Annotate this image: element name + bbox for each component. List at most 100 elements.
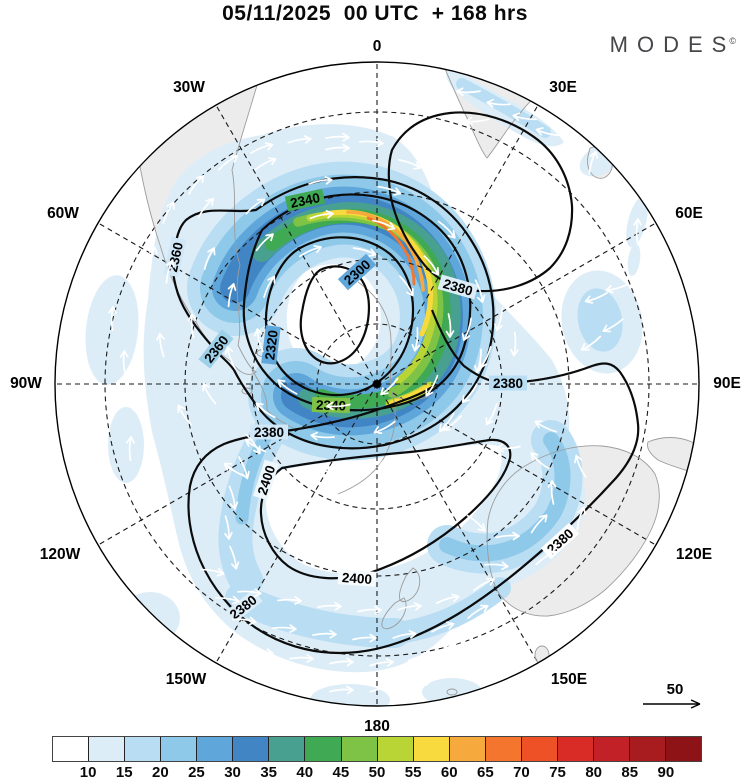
colorbar-cell xyxy=(485,737,522,761)
wind-arrow-icon xyxy=(105,396,115,421)
wind-arrow-icon xyxy=(245,198,266,215)
meridian-label-90E: 90E xyxy=(713,375,741,392)
contour-label-text: 2340 xyxy=(316,397,347,413)
wind-arrow-icon xyxy=(308,465,333,475)
wind-arrow-icon xyxy=(232,616,257,626)
colorbar-cell xyxy=(233,737,270,761)
wind-arrow-icon xyxy=(165,259,175,284)
colorbar-tick-label: 25 xyxy=(188,764,205,781)
wind-arrow-icon xyxy=(372,219,396,231)
wind-arrow-icon xyxy=(392,630,417,639)
wind-arrow-icon xyxy=(289,682,314,691)
meridian-label-0: 0 xyxy=(372,38,382,55)
wind-arrow-icon xyxy=(116,533,127,558)
wind-arrow-icon xyxy=(108,306,117,331)
wind-arrow-icon xyxy=(432,460,453,478)
wind-arrow-icon xyxy=(535,127,560,137)
wind-arrow-icon xyxy=(472,577,495,592)
colorbar-tick-label: 60 xyxy=(440,764,458,781)
wind-arrow-icon xyxy=(373,420,396,434)
wind-arrow-icon xyxy=(299,244,322,258)
wind-arrow-icon xyxy=(197,197,214,218)
wind-arrow-icon xyxy=(456,87,481,97)
wind-arrow-icon xyxy=(510,331,519,357)
wind-arrow-icon xyxy=(187,313,197,339)
wind-arrow-icon xyxy=(329,685,354,695)
contour-label-text: 2320 xyxy=(262,329,281,361)
contour-label: 2340 xyxy=(311,396,351,414)
colorbar-cell xyxy=(53,737,90,761)
wind-arrow-icon xyxy=(465,116,490,126)
wind-arrow-icon xyxy=(289,654,314,663)
contour-label-text: 2380 xyxy=(493,376,523,391)
wind-arrow-icon xyxy=(215,595,240,605)
wind-arrow-icon xyxy=(238,456,250,480)
contour-label-bg xyxy=(223,589,263,625)
colorbar-cell xyxy=(630,737,667,761)
wind-arrow-icon xyxy=(534,420,557,433)
colorbar-cell xyxy=(341,737,378,761)
vector-reference-value: 50 xyxy=(667,681,684,698)
contour-label: 2320 xyxy=(261,325,281,365)
antarctic-coastline xyxy=(251,281,431,495)
meridian-label-150E: 150E xyxy=(550,671,588,688)
wind-arrow-icon xyxy=(584,292,608,304)
wind-arrow-icon xyxy=(308,176,333,185)
wind-arrow-icon xyxy=(357,605,382,615)
meridian-label-120W: 120W xyxy=(39,546,81,563)
contour-label-bg xyxy=(337,569,377,587)
latitude-circle xyxy=(316,323,438,445)
contour-2400 xyxy=(259,438,512,580)
wind-arrow-icon xyxy=(530,514,548,534)
wind-arrow-icon xyxy=(287,135,312,144)
wind-arrow-icon xyxy=(119,350,129,375)
wind-arrow-icon xyxy=(443,638,467,651)
meridian-label-30E: 30E xyxy=(549,79,577,96)
wind-arrow-icon xyxy=(435,593,460,605)
meridian-label-90W: 90W xyxy=(10,375,42,392)
contour-2340 xyxy=(242,193,472,412)
wind-arrow-icon xyxy=(312,629,337,639)
wind-arrow-icon xyxy=(407,677,432,689)
colorbar-cell xyxy=(666,737,702,761)
contour-2380-ridge xyxy=(387,111,574,293)
colorbar-tick-label: 55 xyxy=(404,764,422,781)
colorbar-cell xyxy=(449,737,486,761)
wind-arrow-icon xyxy=(309,210,334,220)
wind-arrow-icon xyxy=(397,602,422,611)
wind-arrow-icon xyxy=(484,561,509,571)
contour-label: 2380 xyxy=(250,424,288,440)
wind-arrow-icon xyxy=(397,159,422,170)
colorbar-cell xyxy=(89,737,126,761)
wind-arrow-icon xyxy=(494,307,504,332)
wind-arrow-icon xyxy=(602,318,624,333)
wind-arrow-icon xyxy=(317,601,342,611)
wind-arrow-icon xyxy=(352,633,377,643)
wind-arrow-icon xyxy=(486,98,511,108)
wind-arrow-icon xyxy=(329,657,354,667)
colorbar-tick-label: 50 xyxy=(368,764,386,781)
wind-arrow-icon xyxy=(369,658,394,667)
map-boundary-circle xyxy=(54,61,700,707)
wind-arrow-icon xyxy=(485,403,498,426)
wind-arrow-icon xyxy=(325,143,350,153)
wind-arrow-icon xyxy=(496,443,521,453)
colorbar-tick-label: 10 xyxy=(79,764,97,781)
contour-label: 2340 xyxy=(284,188,326,212)
colorbar-cell xyxy=(269,737,306,761)
colorbar-cell xyxy=(125,737,162,761)
wind-arrow-icon xyxy=(249,648,274,658)
page-title: 05/11/2025 00 UTC + 168 hrs xyxy=(222,2,528,25)
contour-label: 2400 xyxy=(337,569,377,587)
colorbar-tick-label: 75 xyxy=(549,764,566,781)
wind-arrow-icon xyxy=(272,624,297,633)
meridian-label-30W: 30W xyxy=(173,79,205,96)
wind-arrow-icon xyxy=(474,279,486,303)
wind-arrow-icon xyxy=(203,247,216,270)
colorbar-cell xyxy=(377,737,414,761)
wind-arrow-icon xyxy=(574,454,587,478)
wind-arrow-icon xyxy=(149,246,158,271)
wind-arrow-icon xyxy=(162,201,175,224)
colorbar xyxy=(52,736,702,762)
wind-arrow-icon xyxy=(325,132,350,142)
